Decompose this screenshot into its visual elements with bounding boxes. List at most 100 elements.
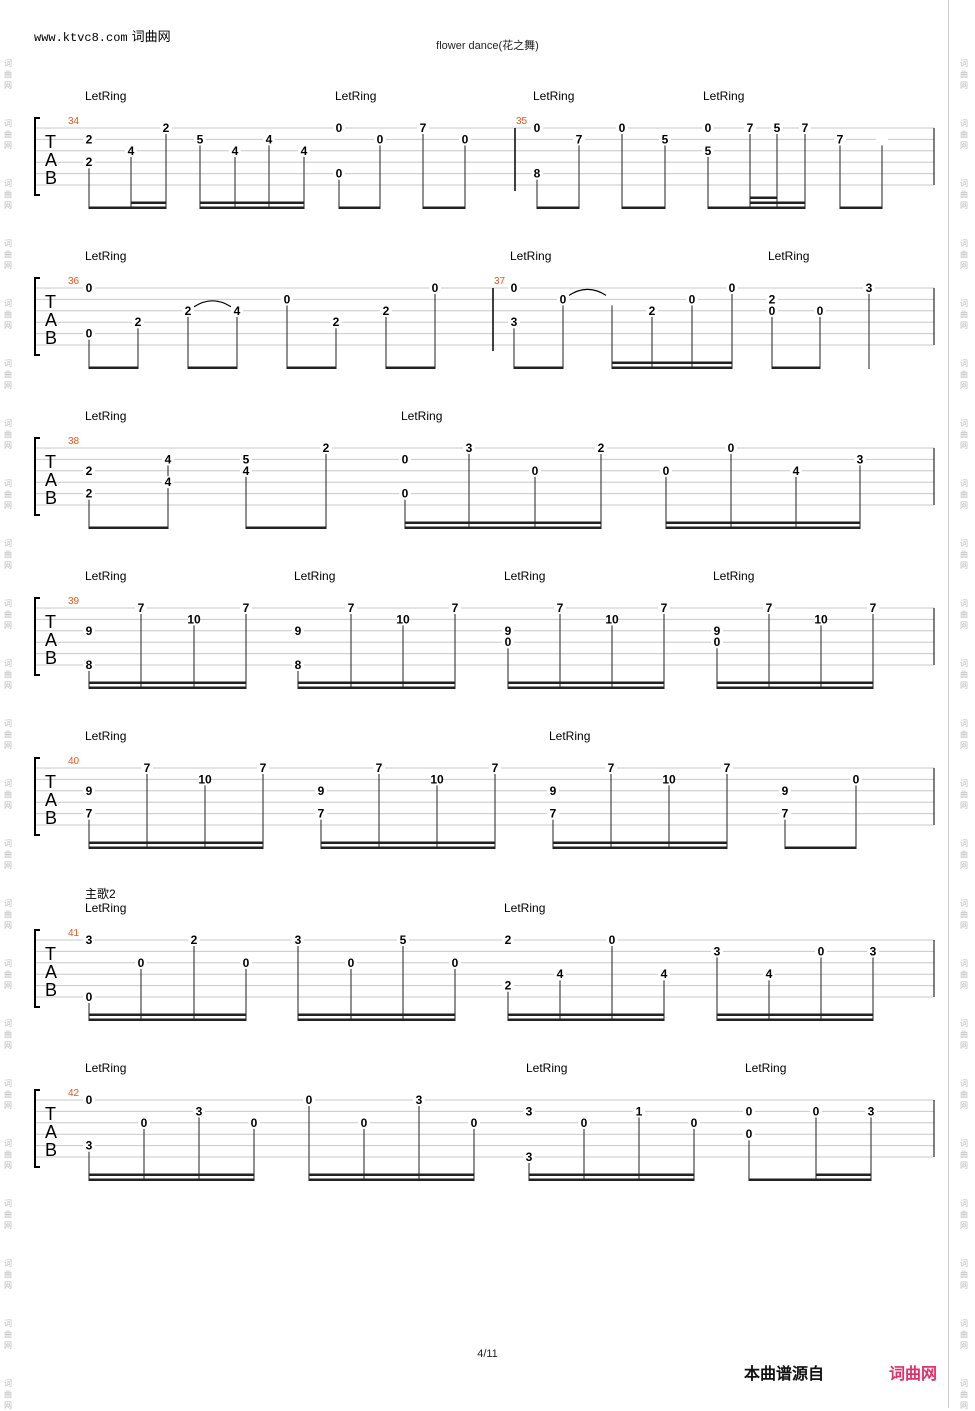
fret-bg [573, 133, 585, 146]
fret-number: 0 [609, 933, 616, 947]
fret-bg [810, 1105, 822, 1118]
fret-number: 0 [813, 1104, 820, 1118]
fret-bg [850, 773, 862, 786]
note-beam [188, 366, 237, 369]
watermark-mark: 词曲网 [4, 659, 12, 690]
fret-number: 7 [138, 601, 145, 615]
note-beam [89, 206, 166, 209]
source-label: 本曲谱源自 [744, 1364, 825, 1383]
fret-number: 4 [661, 967, 668, 981]
tab-clef-letter: T [45, 132, 56, 152]
fret-bg [547, 784, 559, 797]
fret-number: 2 [163, 121, 170, 135]
fret-number: 2 [505, 979, 512, 993]
fret-bg [83, 156, 95, 169]
fret-number: 2 [185, 304, 192, 318]
measure-number: 38 [68, 436, 80, 447]
fret-bg [83, 624, 95, 637]
fret-number: 0 [581, 1116, 588, 1130]
fret-bg [711, 624, 723, 637]
fret-bg [658, 602, 670, 614]
fret-bg [578, 1116, 590, 1129]
watermark-mark: 词曲网 [960, 899, 968, 930]
fret-bg [779, 784, 791, 797]
measure-number: 34 [68, 116, 80, 127]
fret-number: 2 [333, 315, 340, 329]
fret-number: 7 [260, 761, 267, 775]
fret-bg [508, 316, 520, 329]
fret-bg [606, 934, 618, 946]
fret-number: 0 [560, 292, 567, 306]
fret-number: 10 [814, 612, 828, 626]
fret-number: 7 [724, 761, 731, 775]
fret-number: 10 [396, 612, 410, 626]
tab-system: TAB 40 LetRing LetRing 9 7 7 10 7 9 7 7 10 7 9 7 7 10 7 9 7 0 [34, 729, 935, 849]
letring-label: LetRing [85, 89, 126, 103]
fret-bg [380, 304, 392, 317]
site-url[interactable]: www.ktvc8.com [34, 31, 128, 45]
fret-number: 9 [505, 624, 512, 638]
fret-number: 0 [336, 167, 343, 181]
fret-number: 4 [232, 144, 239, 158]
tab-clef-letter: T [45, 944, 56, 964]
fret-bg [502, 934, 514, 946]
watermark-mark: 词曲网 [4, 839, 12, 870]
fret-number: 4 [243, 464, 250, 478]
measure-number: 39 [68, 596, 80, 607]
fret-bg [799, 122, 811, 134]
watermark-mark: 词曲网 [960, 359, 968, 390]
brand-logo-text[interactable]: 词曲网 [889, 1364, 938, 1383]
fret-bg [83, 1139, 95, 1152]
fret-number: 0 [705, 121, 712, 135]
fret-number: 0 [663, 464, 670, 478]
fret-bg [333, 167, 345, 180]
fret-number: 7 [837, 132, 844, 146]
fret-bg [711, 945, 723, 958]
letring-label: LetRing [713, 569, 754, 583]
watermark-mark: 词曲网 [960, 1259, 968, 1290]
fret-bg [814, 304, 826, 317]
fret-number: 0 [306, 1093, 313, 1107]
fret-number: 4 [793, 464, 800, 478]
system-bracket [34, 757, 40, 836]
fret-bg [188, 613, 200, 626]
watermark-mark: 词曲网 [4, 539, 12, 570]
note-beam [666, 521, 860, 524]
note-beam [89, 1013, 246, 1016]
fret-bg [135, 956, 147, 969]
fret-bg [658, 968, 670, 981]
letring-label: LetRing [549, 729, 590, 743]
fret-number: 0 [251, 1116, 258, 1130]
watermark-mark: 词曲网 [960, 599, 968, 630]
letring-label: LetRing [85, 901, 126, 915]
fret-bg [138, 1116, 150, 1129]
fret-bg [83, 327, 95, 340]
fret-number: 9 [782, 784, 789, 798]
watermark-mark: 词曲网 [960, 239, 968, 270]
note-beam [405, 521, 601, 524]
note-beam [529, 1178, 694, 1181]
watermark-mark: 词曲网 [4, 1079, 12, 1110]
fret-bg [646, 304, 658, 317]
fret-bg [399, 487, 411, 500]
fret-number: 0 [691, 1116, 698, 1130]
note-beam [339, 206, 380, 209]
note-beam [529, 1173, 694, 1176]
fret-number: 10 [187, 612, 201, 626]
note-beam [772, 366, 820, 369]
fret-bg [315, 784, 327, 797]
fret-bg [83, 807, 95, 820]
fret-number: 2 [135, 315, 142, 329]
system-bracket [34, 597, 40, 676]
note-beam [750, 201, 805, 204]
note-beam [508, 1018, 664, 1021]
fret-number: 9 [318, 784, 325, 798]
watermark-mark: 词曲网 [960, 179, 968, 210]
fret-bg [240, 453, 252, 466]
fret-number: 0 [432, 281, 439, 295]
fret-bg [771, 122, 783, 134]
fret-bg [554, 602, 566, 614]
site-header: www.ktvc8.com 词曲网 [34, 26, 171, 45]
tab-clef-letter: B [45, 648, 57, 668]
